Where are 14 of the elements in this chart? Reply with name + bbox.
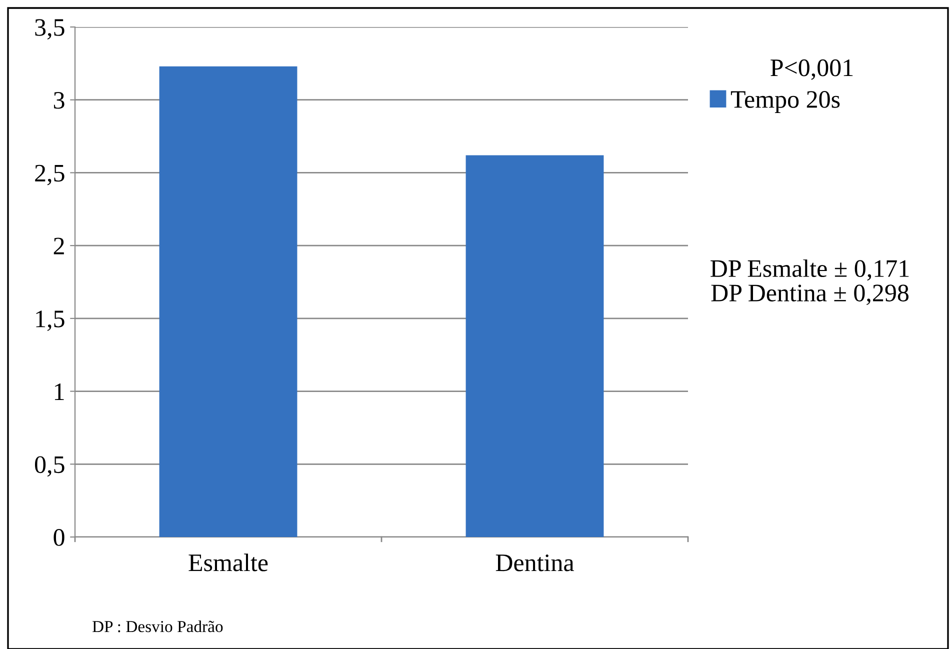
y-tick-label: 2: [54, 238, 64, 254]
y-tick-label: 0,5: [34, 456, 64, 477]
y-tick-label: 0: [54, 529, 64, 546]
y-tick-label: 2,5: [35, 164, 64, 186]
x-tick-label: Esmalte: [188, 554, 268, 572]
y-tick-label: 3: [54, 92, 64, 109]
text: P<0,001: [770, 59, 853, 80]
text: DP : Desvio Padrão: [92, 620, 223, 632]
legend-label: Tempo 20s: [730, 91, 840, 113]
y-tick-label: 1: [54, 383, 64, 400]
y-tick-label: 1,5: [36, 310, 64, 331]
x-tick-label: Dentina: [496, 554, 574, 572]
text: DP Esmalte ± 0,171 DP Dentina ± 0,298: [710, 259, 909, 306]
y-tick-label: 3,5: [35, 19, 64, 40]
